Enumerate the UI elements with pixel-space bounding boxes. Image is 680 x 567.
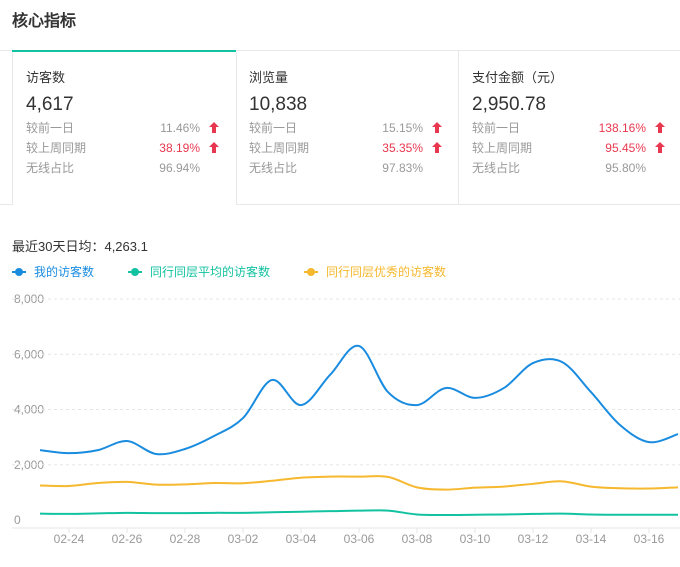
row-label: 无线占比 — [26, 160, 74, 175]
legend-label[interactable]: 同行同层平均的访客数 — [150, 264, 270, 279]
row-value: 11.46% — [160, 121, 200, 135]
row-label: 较上周同期 — [249, 140, 309, 155]
x-tick-label: 03-08 — [402, 532, 433, 546]
x-tick-label: 02-28 — [170, 532, 201, 546]
row-label: 无线占比 — [472, 160, 520, 175]
row-value: 97.83% — [382, 161, 423, 175]
card-value: 2,950.78 — [472, 94, 546, 115]
series-line — [39, 509, 678, 517]
up-arrow — [209, 122, 219, 133]
row-value: 15.15% — [382, 121, 423, 135]
y-tick-label: 8,000 — [14, 292, 44, 306]
row-label: 较上周同期 — [26, 140, 86, 155]
row-value: 95.80% — [605, 161, 646, 175]
legend-dot — [15, 268, 23, 276]
row-label: 较前一日 — [26, 120, 74, 135]
legend-label[interactable]: 同行同层优秀的访客数 — [326, 264, 446, 279]
summary: 最近30天日均：4,263.1 — [12, 239, 148, 254]
x-tick-label: 02-26 — [112, 532, 143, 546]
row-value: 35.35% — [382, 141, 423, 155]
x-tick-label: 03-12 — [518, 532, 549, 546]
legend-label[interactable]: 我的访客数 — [34, 264, 94, 279]
up-arrow — [655, 142, 665, 153]
row-value: 138.16% — [599, 121, 647, 135]
x-tick-label: 03-14 — [576, 532, 607, 546]
card-active[interactable] — [12, 50, 236, 205]
up-arrow — [655, 122, 665, 133]
row-value: 96.94% — [159, 161, 200, 175]
x-tick-label: 03-02 — [228, 532, 259, 546]
row-value: 38.19% — [159, 141, 200, 155]
x-tick-label: 03-10 — [460, 532, 491, 546]
up-arrow — [432, 122, 442, 133]
x-tick-label: 03-04 — [286, 532, 317, 546]
card-label: 浏览量 — [249, 70, 288, 85]
row-label: 较前一日 — [249, 120, 297, 135]
y-tick-label: 2,000 — [14, 458, 44, 472]
card-value: 4,617 — [26, 94, 74, 115]
series-line — [39, 344, 679, 456]
x-tick-label: 03-06 — [344, 532, 375, 546]
row-label: 无线占比 — [249, 160, 297, 175]
card-accent — [12, 50, 236, 52]
legend-dot — [131, 268, 140, 276]
row-label: 较上周同期 — [472, 140, 532, 155]
card-label: 支付金额（元） — [472, 70, 563, 85]
up-arrow — [209, 142, 219, 153]
row-value: 95.45% — [605, 141, 646, 155]
y-tick-label: 4,000 — [14, 403, 44, 417]
x-tick-label: 03-16 — [634, 532, 665, 546]
series-line — [39, 475, 679, 491]
card-label: 访客数 — [26, 70, 65, 85]
y-tick-label: 0 — [14, 513, 21, 527]
title: 核心指标 — [12, 11, 76, 30]
row-label: 较前一日 — [472, 120, 520, 135]
x-tick-label: 02-24 — [54, 532, 85, 546]
legend-dot — [307, 268, 316, 276]
card-value: 10,838 — [249, 94, 307, 115]
y-tick-label: 6,000 — [14, 347, 44, 361]
up-arrow — [432, 142, 442, 153]
